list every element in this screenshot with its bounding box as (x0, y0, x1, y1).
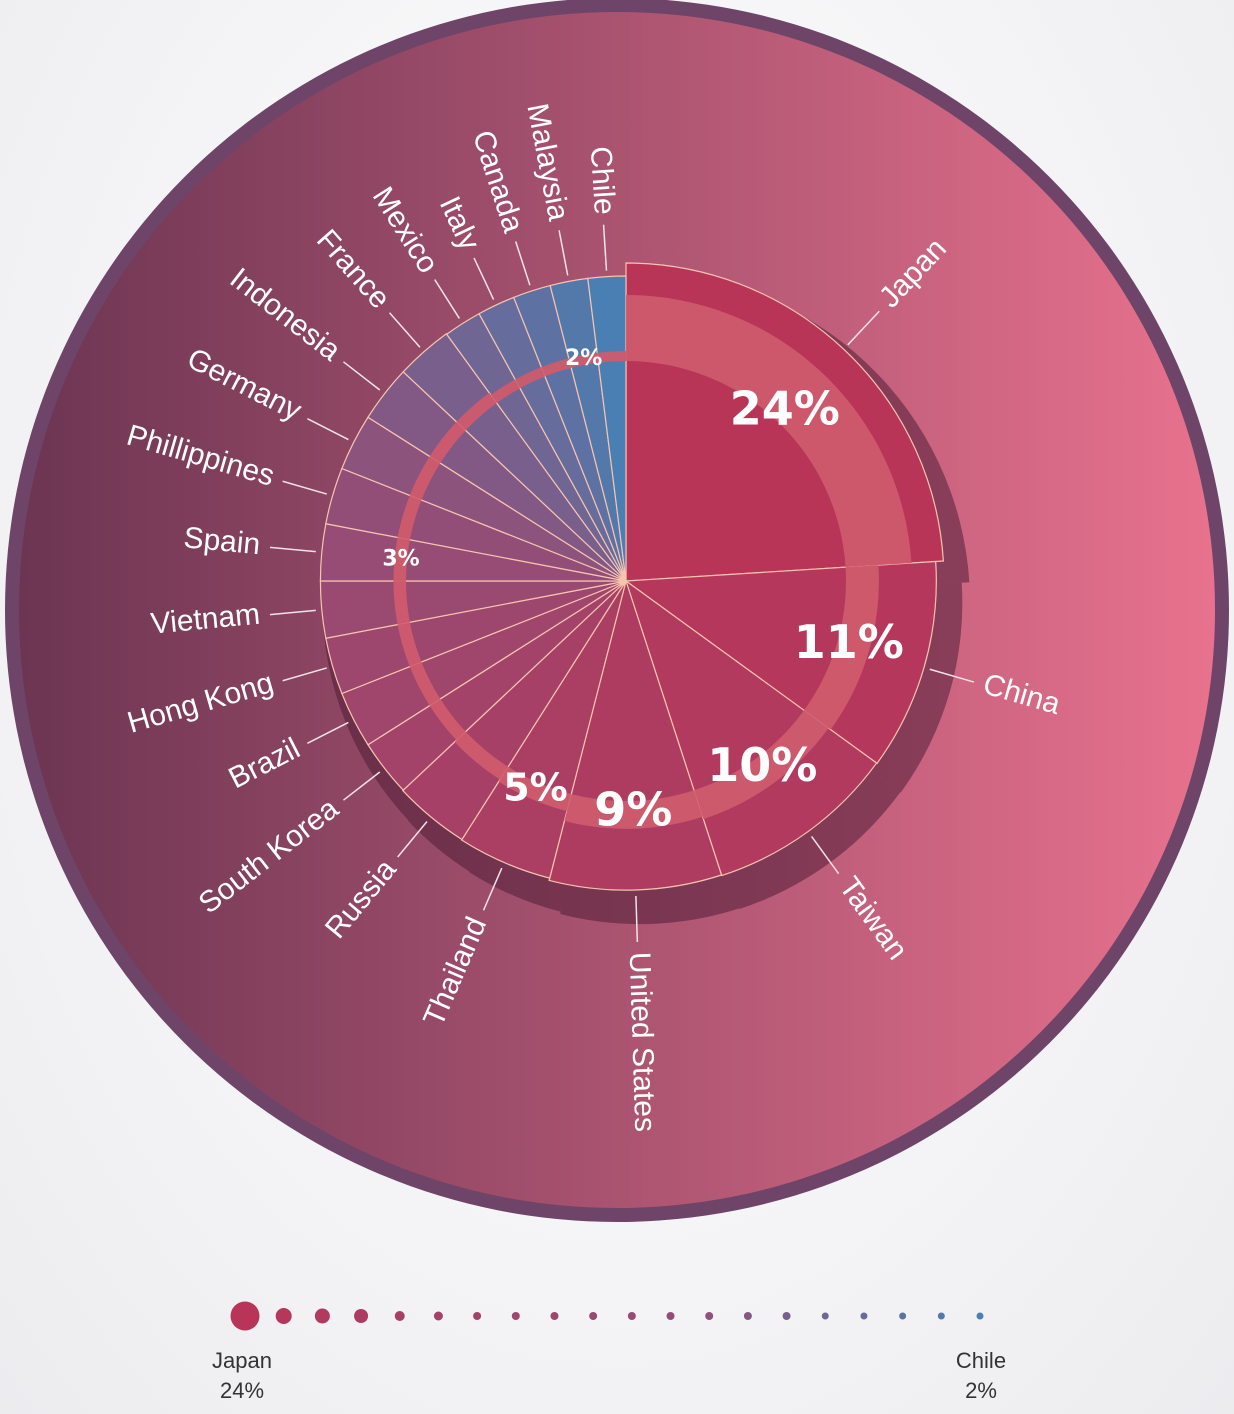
legend-dot-brazil[interactable] (511, 1312, 520, 1320)
ring-segment-phillippines (397, 495, 422, 540)
legend-dot-phillippines[interactable] (666, 1312, 675, 1320)
ring-segment-indonesia (429, 421, 466, 464)
ring-segment-brazil (409, 661, 441, 706)
percent-label-china: 11% (794, 615, 904, 669)
leader-line-mexico (434, 279, 460, 319)
percent-label-taiwan: 10% (707, 738, 817, 792)
leader-line-italy (473, 257, 495, 300)
leader-line-malaysia (558, 230, 569, 276)
leader-line-vietnam (269, 609, 316, 616)
leader-line-spain (269, 546, 316, 553)
percent-labels-layer: 24% 11% 10% 9% 5% 3% 2% (382, 346, 904, 836)
percent-label-malaysia: 2% (565, 346, 602, 371)
slice-label-spain: Spain (182, 521, 261, 561)
percent-label-spain: 3% (382, 547, 419, 572)
ring-segment-united-states (564, 790, 703, 829)
legend-dots-layer (230, 1301, 984, 1331)
legend-dot-south-korea[interactable] (473, 1312, 482, 1320)
leader-line-russia (397, 821, 428, 858)
ring-segment-china (803, 565, 879, 730)
legend-dot-malaysia[interactable] (937, 1312, 945, 1320)
leader-line-taiwan (810, 835, 840, 875)
percent-label-thailand: 5% (503, 766, 568, 810)
leader-line-thailand (482, 867, 503, 911)
ring-segment-canada (541, 358, 572, 377)
slice-label-united-states: United States (623, 951, 662, 1132)
ring-segment-vietnam (393, 581, 410, 625)
legend-dot-united-states[interactable] (354, 1309, 369, 1323)
inner-ring-layer (393, 295, 912, 829)
percent-label-united-states: 9% (594, 782, 672, 836)
legend-text-layer: Japan 24% Chile 2% (212, 1348, 1006, 1403)
legend-first-name: Japan (212, 1348, 272, 1373)
ring-segment-france (456, 392, 497, 431)
leader-line-united-states (635, 895, 639, 942)
legend-dot-indonesia[interactable] (743, 1312, 752, 1320)
leader-line-china (929, 668, 975, 683)
slice-taiwan[interactable] (624, 579, 878, 877)
leader-line-south-korea (342, 771, 381, 801)
leader-line-germany (307, 417, 349, 441)
legend-dot-taiwan[interactable] (314, 1308, 330, 1324)
leader-line-japan (847, 310, 880, 346)
legend-dot-china[interactable] (275, 1308, 292, 1324)
legend-first-value: 24% (220, 1378, 264, 1403)
legend-dot-chile[interactable] (976, 1312, 984, 1320)
ring-segment-italy (515, 367, 546, 389)
leader-line-brazil (307, 721, 349, 745)
legend-dot-vietnam[interactable] (589, 1312, 598, 1320)
leader-line-chile (602, 224, 608, 271)
legend-dot-mexico[interactable] (821, 1312, 829, 1320)
slice-label-chile: Chile (584, 145, 621, 215)
leader-line-canada (514, 241, 531, 286)
ring-segment-hong-kong (397, 622, 422, 667)
ring-segment-south-korea (429, 698, 466, 741)
legend-dot-germany[interactable] (705, 1312, 714, 1320)
ring-segment-germany (409, 456, 441, 501)
ring-segment-japan (626, 295, 912, 568)
legend-dot-spain[interactable] (627, 1312, 636, 1320)
ring-segment-taiwan (693, 710, 829, 820)
legend-dot-hong-kong[interactable] (550, 1312, 559, 1320)
percent-label-japan: 24% (730, 381, 840, 435)
legend-dot-italy[interactable] (860, 1312, 868, 1320)
legend-dot-thailand[interactable] (394, 1311, 405, 1321)
legend-dot-france[interactable] (782, 1312, 791, 1320)
legend-last-value: 2% (965, 1378, 997, 1403)
leader-line-hong-kong (282, 667, 327, 682)
ring-segment-spain (393, 537, 410, 581)
legend-last-name: Chile (956, 1348, 1006, 1373)
leader-line-indonesia (342, 361, 381, 391)
ring-segment-mexico (490, 379, 521, 404)
ring-segment-malaysia (568, 352, 599, 368)
ring-segment-chile (597, 351, 626, 363)
legend-dot-japan[interactable] (230, 1301, 260, 1331)
leader-line-phillippines (282, 480, 327, 495)
legend-dot-canada[interactable] (899, 1312, 907, 1320)
ring-segment-thailand (498, 766, 572, 812)
leader-line-france (388, 312, 421, 348)
legend-dot-russia[interactable] (433, 1311, 443, 1321)
ring-segment-russia (454, 731, 509, 780)
